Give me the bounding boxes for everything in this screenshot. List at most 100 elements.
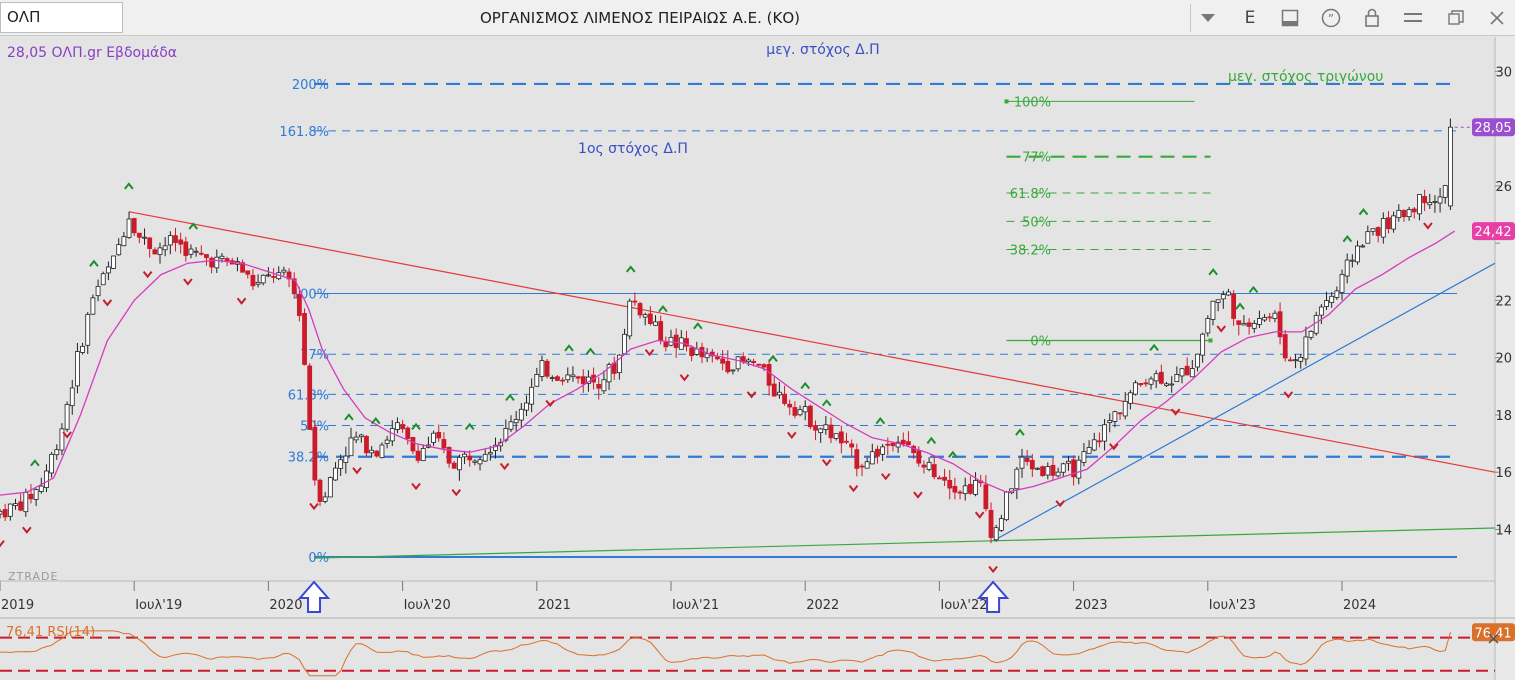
swing-low-marker [352,467,362,475]
candle-body [54,449,60,456]
candle-body [1112,411,1118,422]
candle-body [1401,210,1407,218]
candle-body [131,218,137,234]
candle-body [802,406,808,413]
swing-high-marker [1342,235,1353,243]
swing-high-marker [658,305,668,313]
close-icon[interactable] [1483,4,1511,32]
candle-body [33,489,39,500]
candle-body [1205,318,1211,334]
chevron-down-icon[interactable] [1194,4,1222,32]
annotation-max-target: μεγ. στόχος Δ.Π [766,42,879,58]
swing-high-marker [370,417,381,425]
swing-high-marker [948,450,958,458]
candle-body [358,434,364,438]
swing-low-marker [545,399,556,408]
candle-body [338,459,344,469]
annotation-triangle-target: μεγ. στόχος τριγώνου [1228,69,1383,85]
time-tick-label: 2019 [1,598,34,613]
candle-body [1035,467,1040,470]
candle-body [818,428,824,434]
symbol-input[interactable]: ΟΛΠ [0,2,123,33]
candle-body [142,236,147,239]
rsi-title: 76,41 RSI(14) [6,625,95,640]
candle-body [188,248,194,255]
menu-icon[interactable] [1399,4,1427,32]
arrow-up-icon [297,580,331,613]
candle-body [1360,245,1366,248]
swing-low-marker [411,482,421,491]
candle-body [1298,356,1304,362]
candle-body [1308,331,1314,338]
candle-body [1355,245,1360,263]
candle-body [1226,291,1231,296]
candle-body [1267,316,1273,319]
candle-body [1417,194,1422,215]
restore-window-icon[interactable] [1442,4,1470,32]
candle-body [1117,412,1123,415]
candle-body [431,432,436,443]
e-button[interactable]: E [1244,8,1256,28]
fib-level-label: 38.2% [288,451,329,466]
candle-body [1102,424,1107,442]
candle-body [1241,323,1247,326]
lock-icon[interactable] [1358,4,1386,32]
swing-low-marker [913,491,923,499]
candle-body [271,276,276,278]
candle-body [312,426,318,481]
swing-low-marker [848,485,859,493]
candle-body [792,407,798,416]
candle-body [1086,447,1092,454]
candle-body [895,441,901,448]
candle-body [1236,320,1242,325]
candle-body [487,452,493,455]
candle-body [1365,231,1371,244]
candle-body [162,245,168,251]
trendline-uptrend [992,262,1496,542]
candle-body [776,391,782,396]
candle-body [1380,218,1386,238]
candle-body [735,356,741,370]
candle-body [1071,459,1077,478]
candle-body [100,273,106,286]
candle-body [828,424,834,439]
candle-body [240,262,245,273]
candle-body [756,363,762,366]
candle-body [90,297,96,315]
candle-body [725,360,731,373]
candle-body [415,450,421,461]
time-tick-label: Ιουλ'19 [135,598,182,613]
candle-body [69,387,75,407]
last-price-badge [1472,118,1515,137]
candle-body [1349,259,1355,262]
candle-body [260,274,266,284]
candle-body [937,477,942,480]
candle-body [575,376,581,379]
quote-icon[interactable]: ” [1317,4,1345,32]
candle-body [1422,196,1427,204]
candle-body [1303,336,1309,360]
swing-high-marker [821,399,832,407]
candle-body [787,403,793,408]
candle-body [715,356,720,360]
swing-low-marker [62,431,72,439]
time-tick-label: 2020 [269,598,302,613]
candle-body [410,437,416,452]
rsi-value: 76,41 [1474,626,1511,641]
rsi-close-icon[interactable] [1488,633,1499,644]
candle-body [560,379,566,382]
candle-body [1386,217,1391,230]
candle-body [973,480,978,495]
candle-body [807,405,813,428]
candle-body [751,360,756,364]
candle-body [126,218,132,238]
candle-body [472,460,478,463]
candle-body [1097,440,1102,443]
candle-body [616,354,622,374]
panel-icon[interactable] [1276,4,1304,32]
candle-body [761,364,767,368]
watermark: ZTRADE [8,570,58,583]
candle-body [524,402,529,411]
candle-body [493,444,498,451]
